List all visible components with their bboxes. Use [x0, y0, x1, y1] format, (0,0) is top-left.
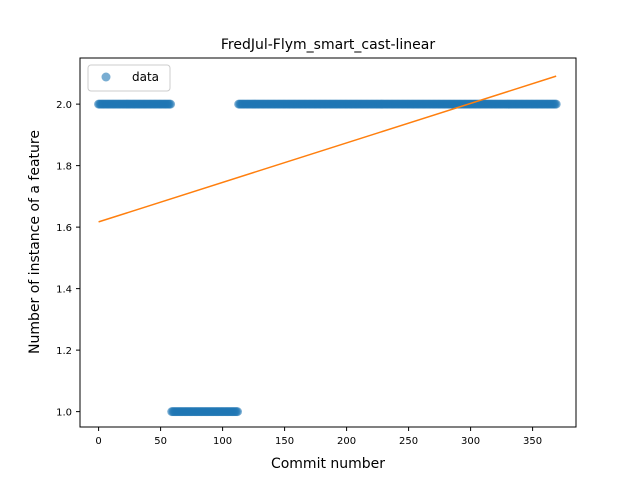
- plot-area-frame: [79, 57, 577, 428]
- y-tick-label: 2.0: [56, 100, 72, 111]
- y-tick-label: 1.8: [56, 162, 72, 173]
- y-tick-label: 1.2: [56, 346, 72, 357]
- x-tick-label: 200: [337, 436, 356, 447]
- y-tick-label: 1.4: [56, 285, 72, 296]
- y-axis-ticks: 1.0 1.2 1.4 1.6 1.8 2.0: [56, 100, 80, 419]
- data-point: [232, 407, 242, 417]
- fit-line: [98, 75, 557, 223]
- x-axis-label: Commit number: [271, 456, 385, 472]
- x-tick-label: 300: [461, 436, 480, 447]
- x-tick-label: 250: [399, 436, 418, 447]
- legend-box: [87, 64, 171, 92]
- legend-marker: [101, 72, 111, 82]
- x-tick-label: 50: [154, 436, 167, 447]
- x-tick-label: 350: [523, 436, 542, 447]
- y-axis-label: Number of instance of a feature: [27, 130, 43, 354]
- legend-label-data: data: [132, 70, 159, 84]
- data-point: [166, 99, 176, 109]
- x-tick-label: 150: [275, 436, 294, 447]
- data-point: [551, 99, 561, 109]
- x-axis-ticks: 0 50 100 150 200 250 300 350: [95, 427, 542, 447]
- y-tick-label: 1.0: [56, 408, 72, 419]
- legend: data: [87, 64, 171, 92]
- y-tick-label: 1.6: [56, 223, 72, 234]
- x-tick-label: 100: [213, 436, 232, 447]
- x-tick-label: 0: [95, 436, 101, 447]
- fit-line-layer: [98, 75, 557, 223]
- data-points: [94, 99, 561, 417]
- chart-title: FredJul-Flym_smart_cast-linear: [221, 37, 436, 53]
